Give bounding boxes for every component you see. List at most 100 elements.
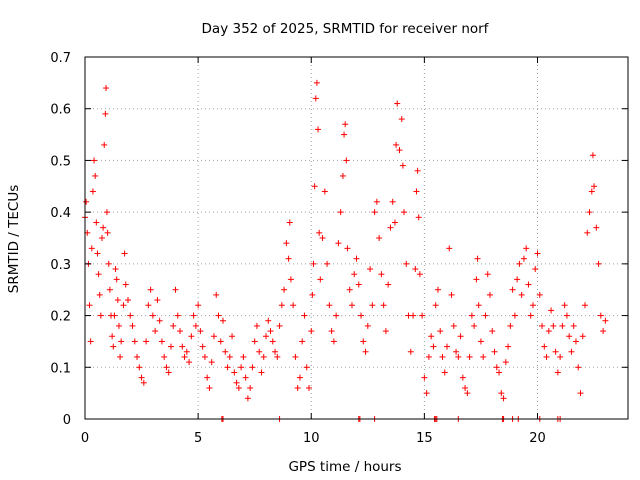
data-point (572, 338, 579, 345)
data-point (324, 260, 331, 267)
data-point (557, 353, 564, 360)
data-point (489, 328, 496, 335)
y-tick-label: 0.4 (50, 206, 71, 221)
data-point (342, 121, 349, 128)
data-point (396, 147, 403, 154)
data-point (516, 260, 523, 267)
data-point (114, 297, 121, 304)
data-point (301, 312, 308, 319)
data-point (539, 322, 546, 329)
data-point (505, 343, 512, 350)
data-point (100, 224, 107, 231)
data-point (242, 374, 249, 381)
data-point (303, 364, 310, 371)
chart-title: Day 352 of 2025, SRMTID for receiver nor… (202, 21, 490, 37)
data-point (593, 224, 600, 231)
data-point (238, 364, 245, 371)
data-point (432, 302, 439, 309)
data-point (190, 312, 197, 319)
data-point (391, 219, 398, 226)
data-point (87, 338, 94, 345)
data-point (520, 255, 527, 262)
data-point (210, 333, 217, 340)
data-point (337, 209, 344, 216)
data-point (147, 286, 154, 293)
data-point (309, 291, 316, 298)
data-point (474, 255, 481, 262)
data-point (208, 359, 215, 366)
data-point (226, 353, 233, 360)
data-point (177, 328, 184, 335)
x-tick-label: 10 (303, 431, 320, 446)
axis-ticks: 0 5 10 15 20 0 0.1 0.2 0.3 0.4 0.5 0.6 0.7 (50, 51, 628, 446)
y-tick-label: 0 (63, 413, 71, 428)
data-point (179, 343, 186, 350)
data-point (308, 328, 315, 335)
data-point (161, 353, 168, 360)
data-point (286, 219, 293, 226)
data-point (109, 333, 116, 340)
data-point (491, 348, 498, 355)
data-point (541, 343, 548, 350)
data-point (446, 245, 453, 252)
data-point (117, 353, 124, 360)
data-point (93, 219, 100, 226)
data-point (584, 229, 591, 236)
data-point (403, 260, 410, 267)
data-point (464, 390, 471, 397)
y-tick-label: 0.1 (50, 361, 71, 376)
data-point (437, 328, 444, 335)
data-point (294, 384, 301, 391)
data-point (595, 260, 602, 267)
data-point (475, 302, 482, 309)
data-point (206, 384, 213, 391)
data-point (313, 79, 320, 86)
data-point (278, 302, 285, 309)
data-point (550, 322, 557, 329)
data-point (102, 110, 109, 117)
data-point (104, 229, 111, 236)
data-point (204, 374, 211, 381)
data-point (344, 245, 351, 252)
data-point (83, 198, 90, 205)
data-point (602, 317, 609, 324)
data-point (543, 353, 550, 360)
x-tick-label: 0 (81, 431, 89, 446)
data-point (401, 209, 408, 216)
data-point (561, 302, 568, 309)
data-point (247, 384, 254, 391)
data-point (570, 322, 577, 329)
data-point (500, 395, 507, 402)
data-point (362, 348, 369, 355)
data-point (496, 369, 503, 376)
data-point (457, 333, 464, 340)
data-point (367, 266, 374, 273)
y-tick-label: 0.7 (50, 51, 71, 66)
data-point (113, 276, 120, 283)
grid-lines (85, 57, 628, 419)
data-point (563, 312, 570, 319)
data-point (343, 157, 350, 164)
data-point (156, 317, 163, 324)
data-point (101, 141, 108, 148)
data-point (459, 374, 466, 381)
data-point (450, 322, 457, 329)
data-point (222, 348, 229, 355)
data-point (319, 235, 326, 241)
data-point (387, 224, 394, 231)
data-point (545, 328, 552, 335)
data-point (143, 338, 150, 345)
data-point (165, 369, 172, 376)
data-point (213, 291, 220, 298)
data-point (389, 198, 396, 205)
data-point (532, 266, 539, 273)
data-point (591, 183, 598, 190)
data-point (351, 271, 358, 278)
data-point (244, 395, 251, 402)
data-point (217, 338, 224, 345)
data-point (112, 266, 119, 273)
data-point (498, 390, 505, 397)
data-point (407, 348, 414, 355)
data-point (131, 338, 138, 345)
data-point (197, 328, 204, 335)
